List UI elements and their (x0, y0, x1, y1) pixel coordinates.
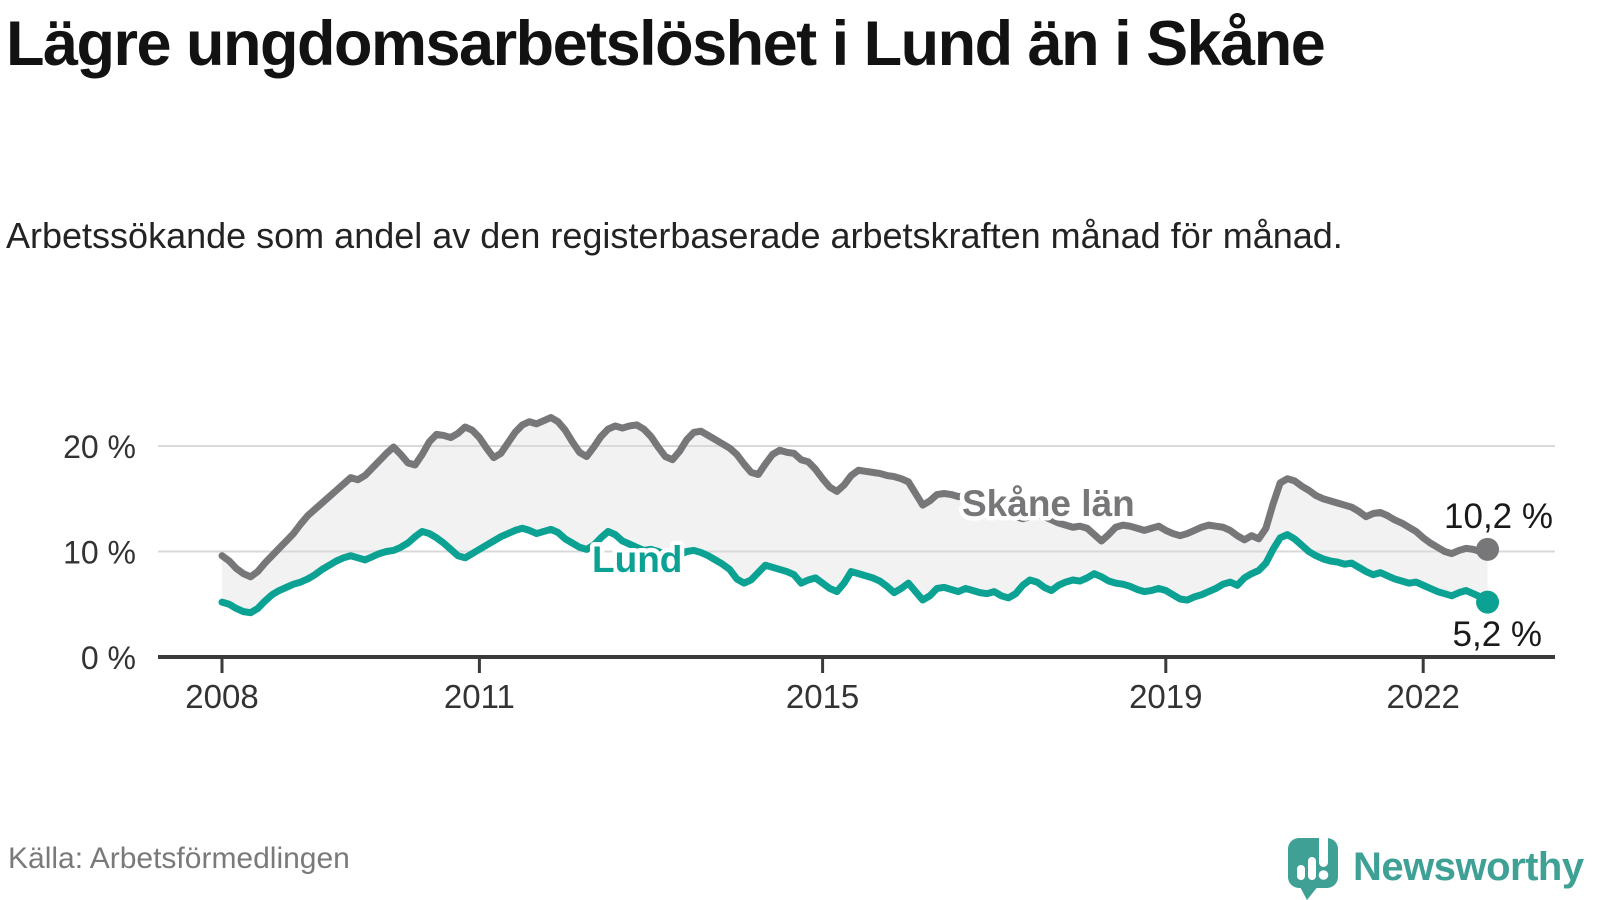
skane-series-label: Skåne län (962, 483, 1135, 524)
series-lund-line (218, 524, 1492, 617)
x-axis-label: 2015 (786, 678, 859, 715)
logo-exclamation-bar (1319, 831, 1328, 867)
y-axis-label: 10 % (63, 535, 136, 571)
series-lund-endpoint (1476, 590, 1500, 614)
x-axis-label: 2008 (185, 678, 258, 715)
skane-end-value: 10,2 % (1444, 497, 1553, 536)
newsworthy-logo: Newsworthy (1286, 830, 1596, 900)
series-skane-endpoint (1476, 537, 1500, 561)
lund-end-value: 5,2 % (1453, 615, 1543, 654)
x-axis-label: 2011 (444, 678, 515, 715)
logo-bubble-tail (1299, 885, 1319, 900)
logo-bar-tall (1308, 857, 1316, 880)
band-fill (222, 417, 1488, 613)
x-axis-label: 2022 (1386, 678, 1459, 715)
page-title: Lägre ungdomsarbetslöshet i Lund än i Sk… (6, 9, 1326, 79)
series-skane-line (218, 414, 1492, 581)
y-axis-label: 0 % (81, 640, 136, 676)
newsworthy-logo-icon (1288, 831, 1338, 900)
y-axis-label: 20 % (63, 429, 136, 465)
page-subtitle: Arbetssökande som andel av den registerb… (6, 215, 1343, 256)
newsworthy-logo-text: Newsworthy (1353, 844, 1584, 889)
logo-exclamation-dot (1318, 870, 1329, 880)
lund-series-label: Lund (592, 539, 682, 580)
logo-bar-short (1297, 865, 1305, 880)
x-axis-label: 2019 (1129, 678, 1202, 715)
source-text: Källa: Arbetsförmedlingen (8, 842, 350, 875)
